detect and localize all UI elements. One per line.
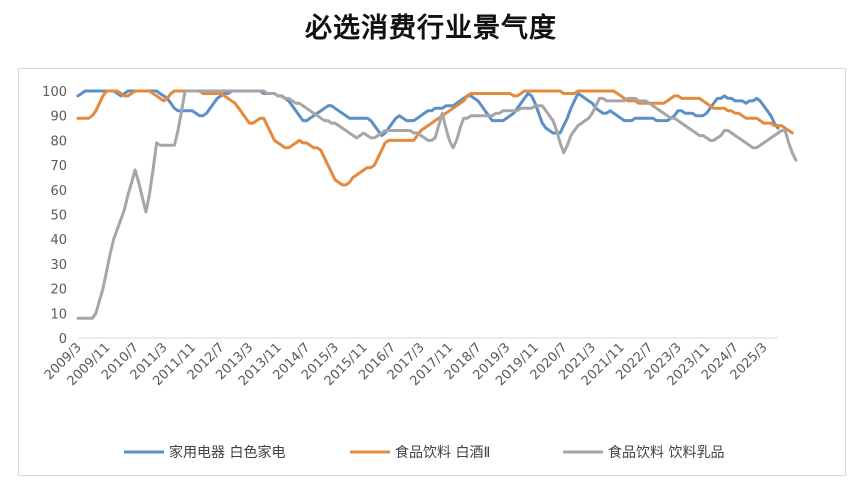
y-tick-label: 100	[42, 85, 67, 100]
chart-frame	[18, 68, 846, 476]
y-tick-label: 0	[59, 332, 67, 347]
y-tick-label: 50	[50, 209, 67, 224]
y-tick-label: 80	[50, 134, 67, 149]
x-axis-labels: 2009/32009/112010/72011/32011/112012/720…	[42, 340, 771, 389]
y-tick-label: 10	[50, 307, 67, 322]
y-tick-label: 40	[50, 233, 67, 248]
series-line-3	[76, 89, 798, 320]
legend: 家用电器 白色家电 食品饮料 白酒Ⅱ 食品饮料 饮料乳品	[124, 444, 724, 461]
y-tick-label: 90	[50, 110, 67, 125]
legend-label-2: 食品饮料 白酒Ⅱ	[395, 444, 490, 461]
legend-label-3: 食品饮料 饮料乳品	[608, 444, 724, 461]
y-tick-label: 20	[50, 283, 67, 298]
y-tick-label: 60	[50, 184, 67, 199]
y-tick-label: 70	[50, 159, 67, 174]
series-line-1	[76, 89, 780, 137]
legend-label-1: 家用电器 白色家电	[169, 444, 285, 461]
chart-title: 必选消费行业景气度	[305, 13, 557, 44]
series-lines	[76, 89, 798, 320]
y-tick-label: 30	[50, 258, 67, 273]
y-axis-labels: 0 10 20 30 40 50 60 70 80 90 100	[42, 85, 67, 347]
